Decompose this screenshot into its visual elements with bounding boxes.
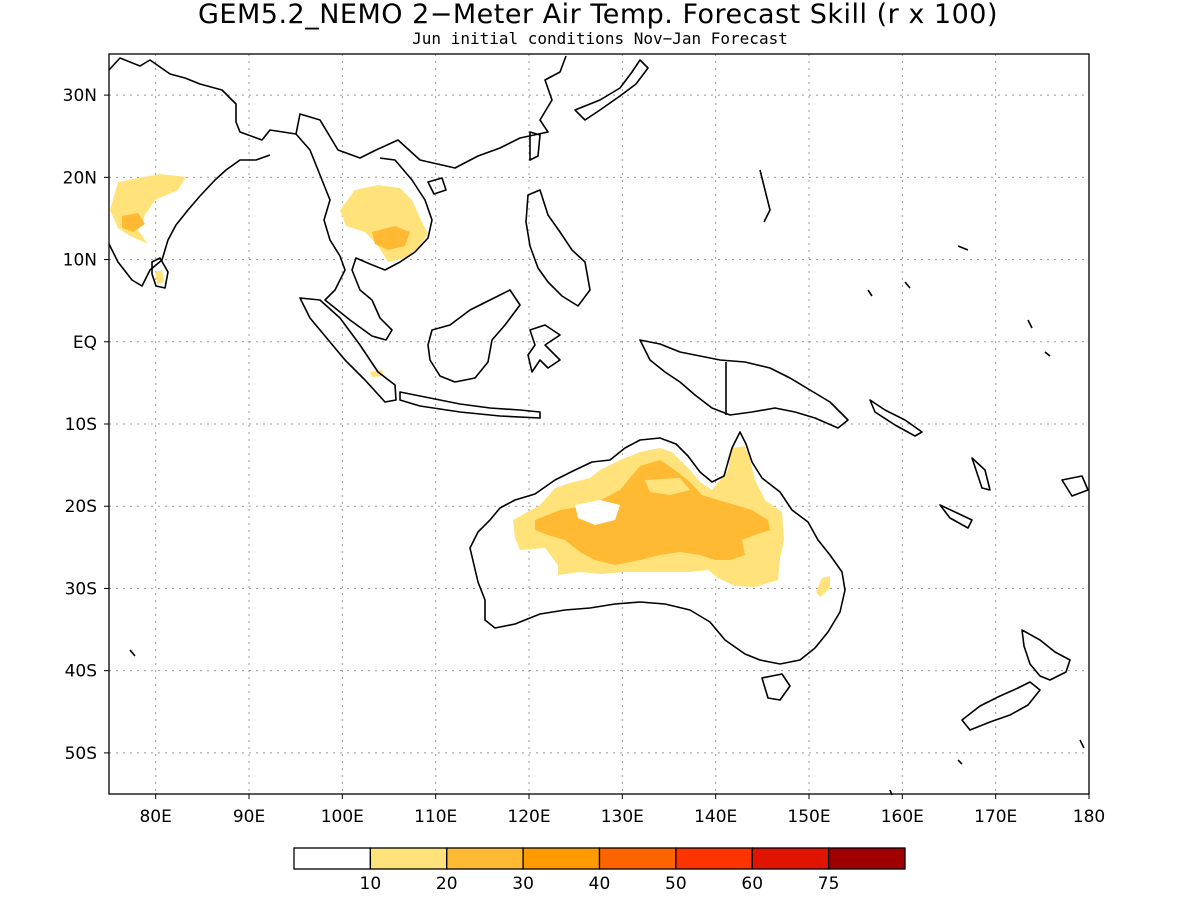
lat-tick-label: 50S bbox=[65, 744, 97, 764]
lat-tick-label: 30S bbox=[65, 579, 97, 599]
colorbar-bin bbox=[598, 847, 677, 870]
latitude-labels: 30N 20N 10N EQ 10S 20S 30S 40S 50S bbox=[63, 86, 109, 764]
lon-tick-label: 120E bbox=[507, 807, 550, 827]
colorbar-label: 50 bbox=[665, 874, 687, 894]
lat-tick-label: 10S bbox=[65, 415, 97, 435]
colorbar bbox=[293, 847, 906, 870]
lon-tick-label: 170E bbox=[974, 807, 1017, 827]
colorbar-label: 75 bbox=[818, 874, 840, 894]
map-title: GEM5.2_NEMO 2−Meter Air Temp. Forecast S… bbox=[198, 0, 998, 30]
colorbar-bin bbox=[522, 847, 601, 870]
colorbar-bin bbox=[751, 847, 830, 870]
colorbar-label: 20 bbox=[436, 874, 458, 894]
colorbar-bin bbox=[446, 847, 524, 870]
skill-region-india-core bbox=[122, 213, 145, 232]
lon-tick-label: 80E bbox=[139, 807, 171, 827]
lat-tick-label: 30N bbox=[63, 86, 97, 106]
longitude-labels: 80E 90E 100E 110E 120E 130E 140E 150E 160E 170E 18… bbox=[139, 794, 1105, 827]
lat-tick-label: 20N bbox=[63, 168, 97, 188]
colorbar-bin bbox=[675, 847, 753, 870]
lat-tick-label: 10N bbox=[63, 251, 97, 271]
lon-tick-label: 110E bbox=[414, 807, 457, 827]
lon-tick-label: 130E bbox=[601, 807, 644, 827]
colorbar-label: 60 bbox=[741, 874, 763, 894]
map-subtitle: Jun initial conditions Nov−Jan Forecast bbox=[412, 29, 788, 48]
skill-region-australia-core bbox=[535, 460, 770, 565]
lon-tick-label: 100E bbox=[321, 807, 364, 827]
skill-region-india bbox=[110, 174, 186, 244]
lon-tick-label: 180 bbox=[1073, 807, 1105, 827]
lat-tick-label: 20S bbox=[65, 497, 97, 517]
lat-tick-label: EQ bbox=[73, 333, 97, 353]
skill-region-cambodia bbox=[372, 226, 410, 250]
colorbar-labels: 10 20 30 40 50 60 75 bbox=[360, 874, 840, 894]
skill-shading bbox=[110, 174, 830, 597]
grid-lines bbox=[109, 54, 1089, 794]
skill-region-sri-lanka bbox=[155, 270, 164, 284]
colorbar-label: 30 bbox=[512, 874, 534, 894]
coastlines bbox=[108, 55, 1089, 796]
lon-tick-label: 160E bbox=[881, 807, 924, 827]
skill-region-australia-east-strip bbox=[733, 446, 750, 482]
colorbar-label: 40 bbox=[589, 874, 611, 894]
skill-region-sumatra bbox=[370, 370, 384, 377]
lon-tick-label: 140E bbox=[694, 807, 737, 827]
skill-region-indochina bbox=[340, 185, 428, 262]
colorbar-bin bbox=[293, 847, 372, 870]
lon-tick-label: 90E bbox=[233, 807, 265, 827]
lon-tick-label: 150E bbox=[787, 807, 830, 827]
lat-tick-label: 40S bbox=[65, 662, 97, 682]
colorbar-bin bbox=[827, 847, 906, 870]
colorbar-bin bbox=[369, 847, 448, 870]
skill-region-australia-east-dot bbox=[816, 576, 830, 597]
colorbar-label: 10 bbox=[360, 874, 382, 894]
